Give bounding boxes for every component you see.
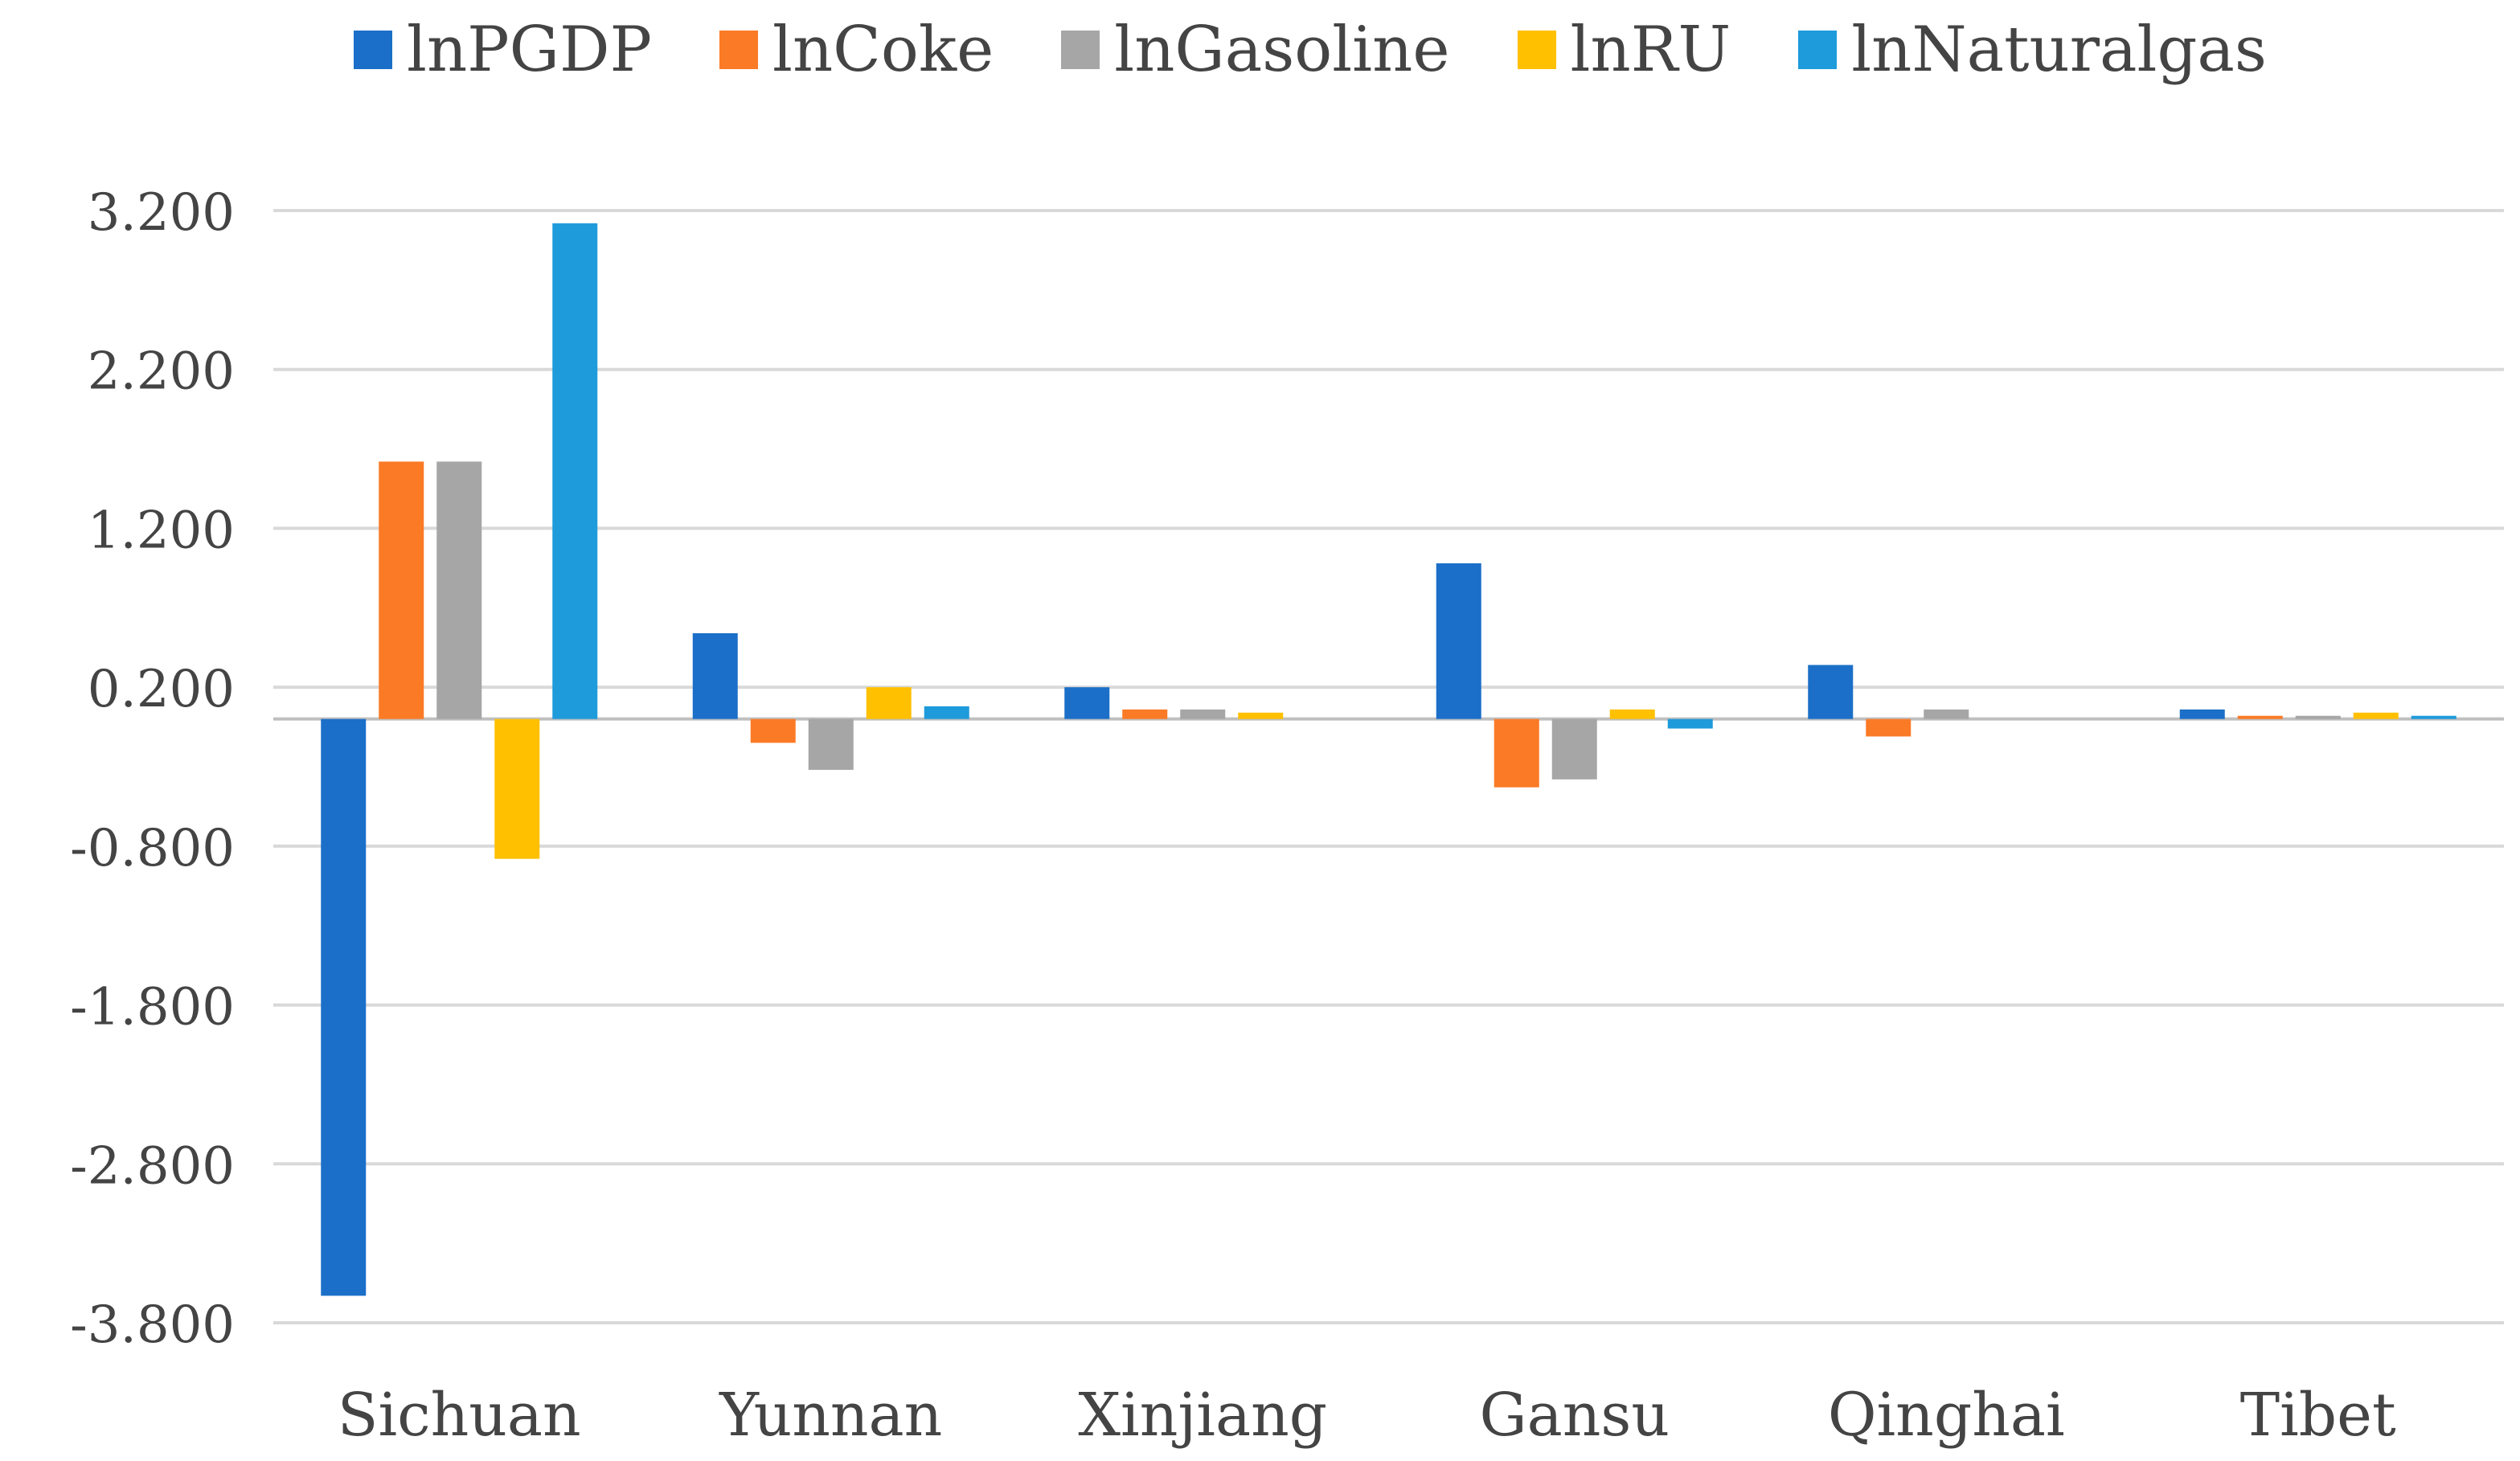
bar-lncoke-sichuan xyxy=(379,461,424,719)
bar-lnpgdp-sichuan xyxy=(321,718,367,1296)
bar-layer xyxy=(321,223,2456,1296)
x-tick-label: Tibet xyxy=(2240,1381,2396,1450)
legend-item-lnnaturalgas: lnNaturalgas xyxy=(1798,18,2267,81)
y-tick-label: -1.800 xyxy=(70,978,235,1037)
legend-swatch-lncoke xyxy=(719,31,758,69)
bar-lnru-sichuan xyxy=(494,718,540,859)
legend-label-lncoke: lnCoke xyxy=(772,14,994,86)
legend-swatch-lnru xyxy=(1517,31,1556,69)
bar-lncoke-qinghai xyxy=(1866,718,1912,737)
bar-lnru-xinjiang xyxy=(1238,712,1284,719)
label-layer: 3.200 2.200 1.200 0.200 -0.800 -1.800 -2.800 -3… xyxy=(70,183,2396,1450)
x-tick-label: Xinjiang xyxy=(1078,1381,1327,1450)
bar-lncoke-yunnan xyxy=(750,718,796,743)
bar-lnnaturalgas-yunnan xyxy=(924,706,969,719)
legend-item-lnru: lnRU xyxy=(1517,14,1731,86)
x-tick-label: Qinghai xyxy=(1828,1381,2065,1450)
bar-lngasoline-yunnan xyxy=(808,718,854,770)
bar-lnpgdp-tibet xyxy=(2179,709,2225,719)
legend-label-lnpgdp: lnPGDP xyxy=(407,14,652,86)
bar-lncoke-xinjiang xyxy=(1122,709,1168,719)
legend-swatch-lngasoline xyxy=(1061,31,1100,69)
legend-swatch-lnpgdp xyxy=(354,31,392,69)
y-tick-label: 2.200 xyxy=(88,342,235,402)
bar-lnpgdp-gansu xyxy=(1436,563,1481,719)
y-tick-label: -3.800 xyxy=(70,1295,235,1355)
y-tick-label: 1.200 xyxy=(88,501,235,560)
legend-label-lnru: lnRU xyxy=(1570,14,1731,86)
legend-item-lncoke: lnCoke xyxy=(719,18,994,81)
bar-lngasoline-xinjiang xyxy=(1180,709,1226,719)
bar-lnru-yunnan xyxy=(866,687,912,719)
legend-label-lngasoline: lnGasoline xyxy=(1114,14,1450,86)
bar-lncoke-tibet xyxy=(2237,715,2283,719)
y-tick-label: 3.200 xyxy=(88,183,235,243)
legend-swatch-lnnaturalgas xyxy=(1798,31,1838,69)
x-tick-label: Gansu xyxy=(1479,1381,1670,1450)
bar-lnpgdp-xinjiang xyxy=(1064,687,1110,719)
bar-lnru-gansu xyxy=(1609,709,1655,719)
bar-lncoke-gansu xyxy=(1494,718,1539,788)
y-tick-label: 0.200 xyxy=(88,660,235,719)
bar-lnnaturalgas-sichuan xyxy=(552,223,598,719)
grid-layer xyxy=(273,209,2504,1324)
bar-lngasoline-gansu xyxy=(1551,718,1597,780)
y-tick-label: -0.800 xyxy=(70,819,235,878)
bar-lnnaturalgas-gansu xyxy=(1667,718,1713,729)
legend-item-lnpgdp: lnPGDP xyxy=(354,18,652,81)
legend: lnPGDP lnCoke lnGasoline lnRU lnNaturalg… xyxy=(354,10,2267,90)
y-tick-label: -2.800 xyxy=(70,1136,235,1196)
legend-item-lngasoline: lnGasoline xyxy=(1061,14,1450,86)
legend-label-lnnaturalgas: lnNaturalgas xyxy=(1851,14,2267,86)
bar-lnpgdp-yunnan xyxy=(692,632,738,719)
x-tick-label: Yunnan xyxy=(719,1381,942,1450)
bar-lnpgdp-qinghai xyxy=(1808,665,1854,719)
bar-lnnaturalgas-tibet xyxy=(2411,715,2456,719)
bar-lngasoline-qinghai xyxy=(1924,709,1969,719)
bar-lnru-tibet xyxy=(2353,712,2399,719)
bar-lngasoline-sichuan xyxy=(436,461,482,719)
x-tick-label: Sichuan xyxy=(338,1381,581,1450)
bar-lngasoline-tibet xyxy=(2295,715,2341,719)
